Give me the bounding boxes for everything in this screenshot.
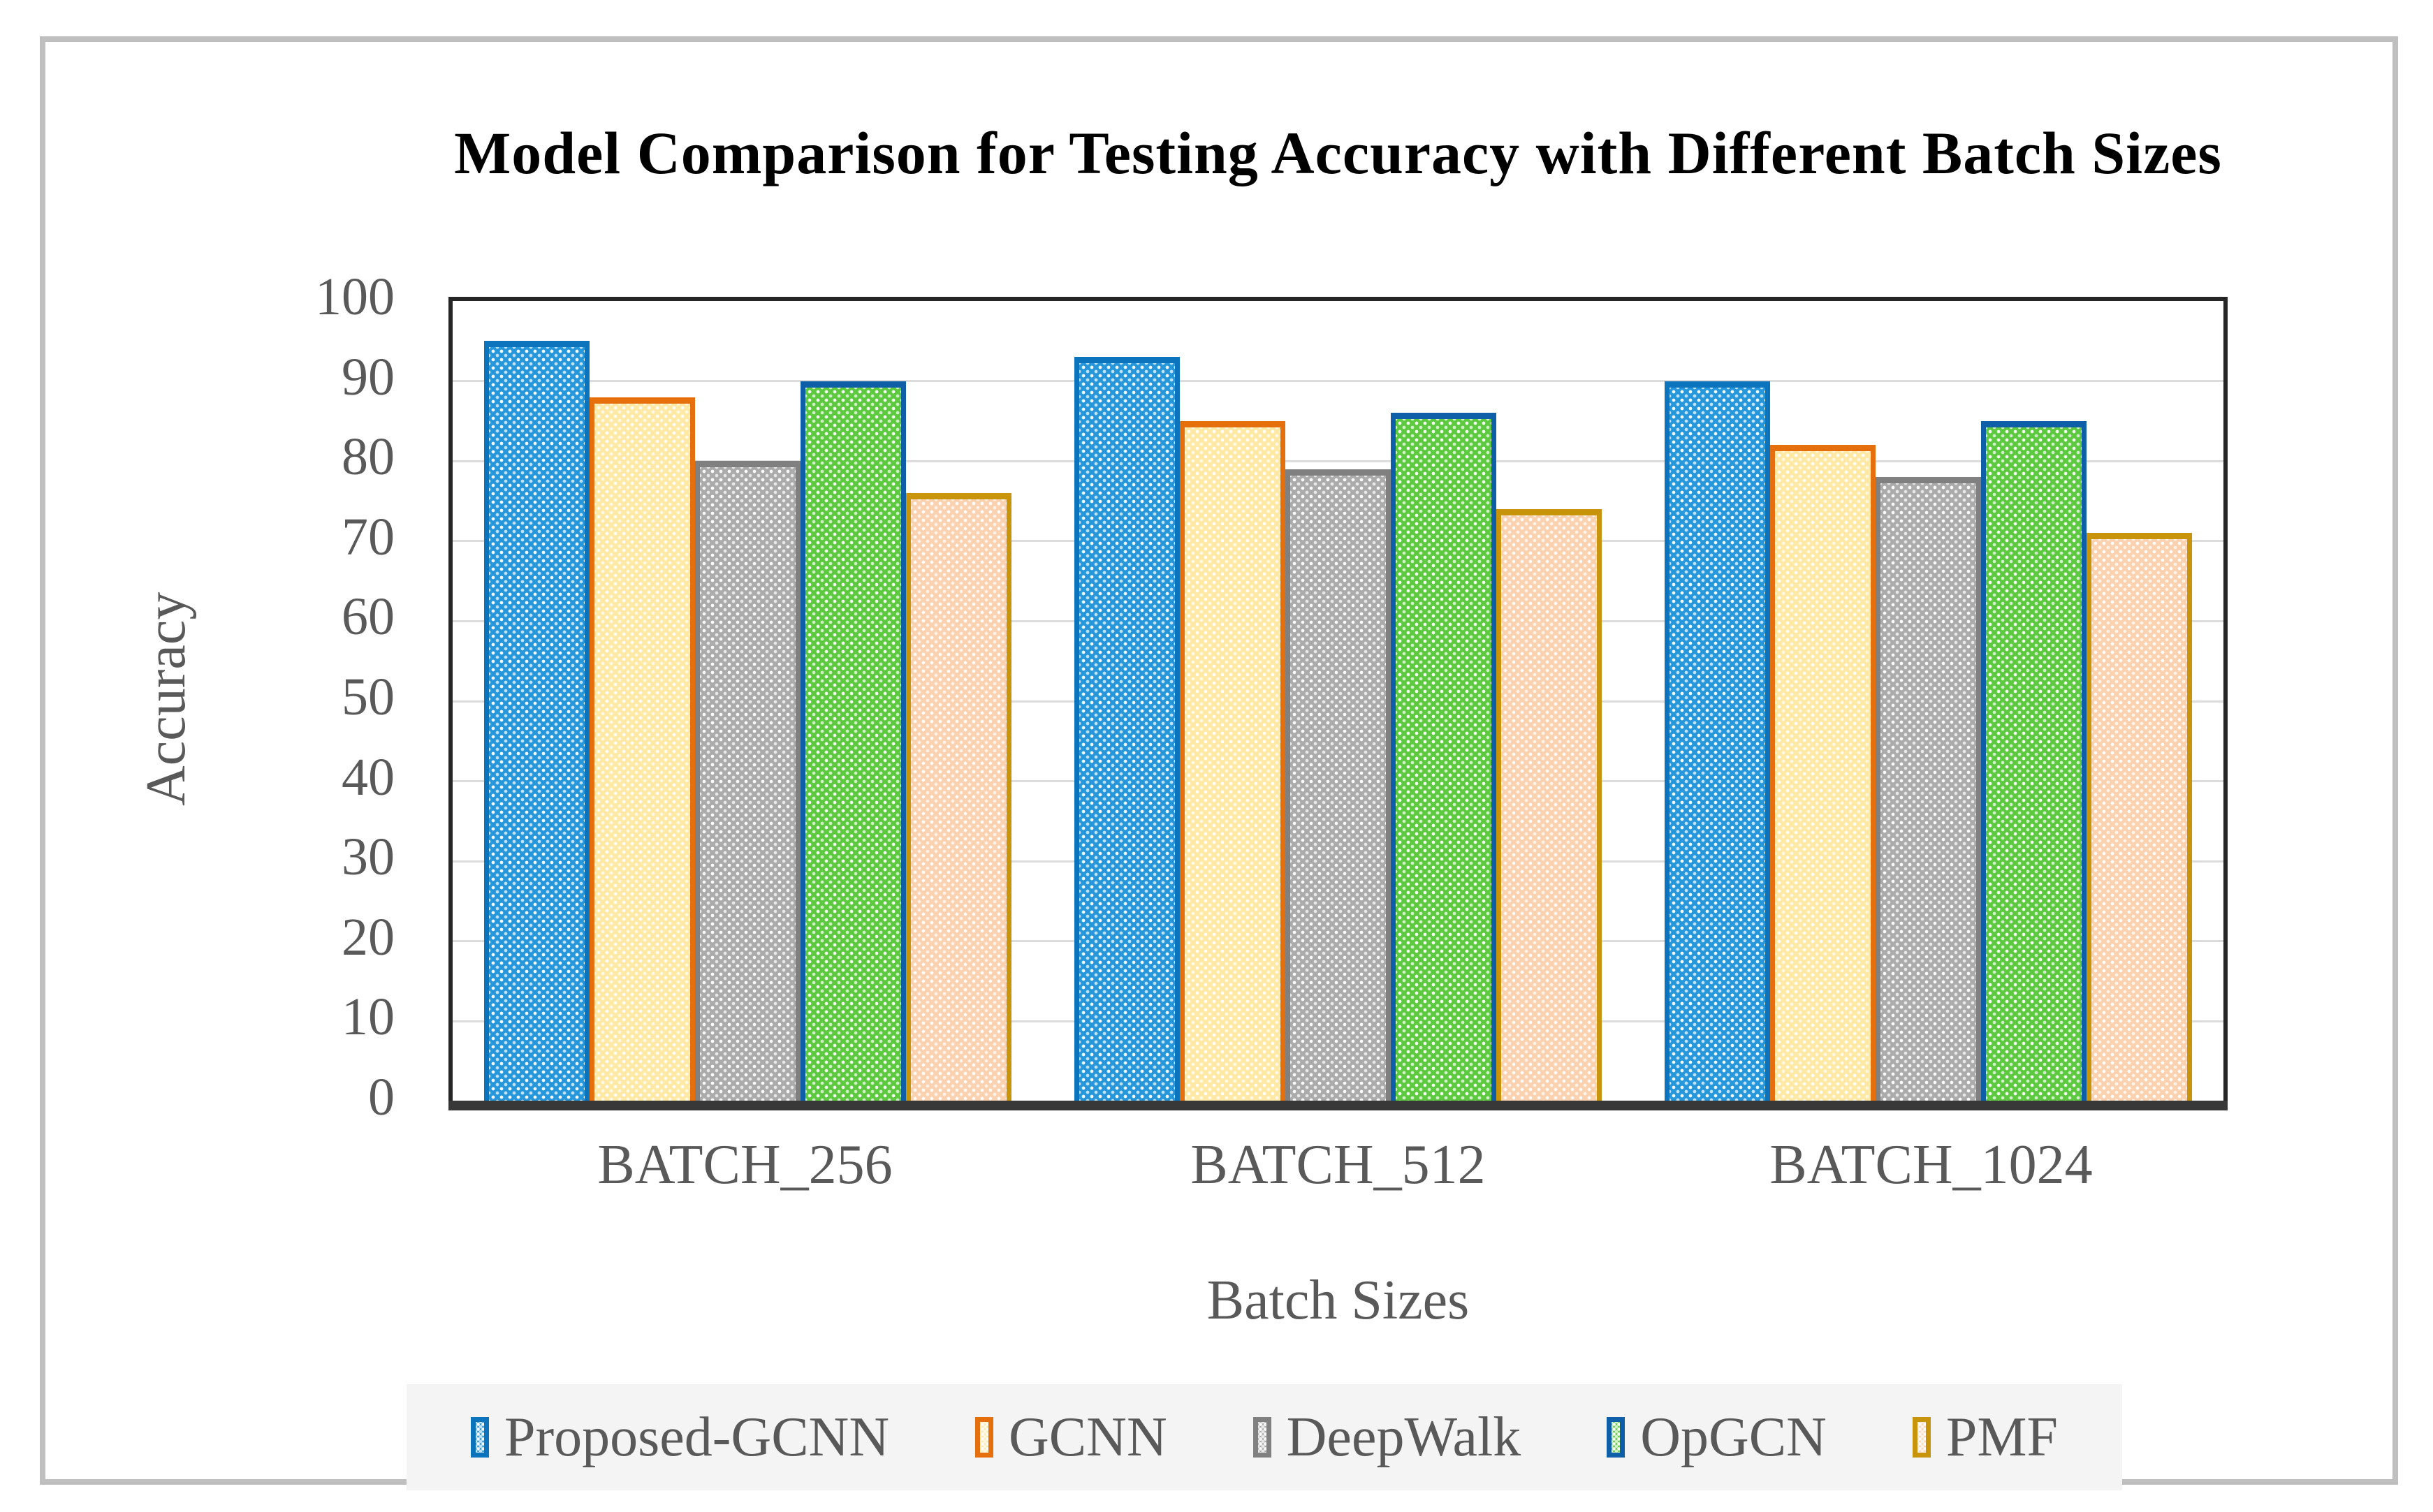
bar-groups <box>453 301 2223 1101</box>
legend-item-gcnn: GCNN <box>975 1409 1167 1465</box>
y-tick-label-10: 10 <box>342 988 395 1047</box>
x-axis-title: Batch Sizes <box>1206 1270 1470 1331</box>
legend-label-opgcn: OpGCN <box>1640 1407 1827 1468</box>
bar-deepwalk-batch-256 <box>695 461 801 1101</box>
gridline-90 <box>453 380 2223 383</box>
legend: Proposed-GCNN GCNN DeepWalk OpGCN PMF <box>407 1384 2122 1490</box>
y-tick-label-50: 50 <box>342 668 395 726</box>
y-tick-label-40: 40 <box>342 747 395 807</box>
bar-gcnn-batch-1024 <box>1770 445 1876 1101</box>
bar-group-batch-512 <box>1043 301 1633 1101</box>
bar-gcnn-batch-512 <box>1180 420 1285 1101</box>
y-axis-ticks: 0 10 20 30 40 50 60 70 80 90 100 <box>59 267 395 1126</box>
legend-item-deepwalk: DeepWalk <box>1252 1407 1521 1468</box>
plot-area <box>448 297 2228 1110</box>
bar-deepwalk-batch-1024 <box>1876 477 1981 1101</box>
bar-gcnn-batch-256 <box>590 397 695 1101</box>
y-tick-label-60: 60 <box>342 587 395 647</box>
legend-label-gcnn: GCNN <box>1009 1407 1167 1468</box>
legend-swatch-opgcn <box>1607 1417 1625 1458</box>
y-tick-label-20: 20 <box>342 907 395 967</box>
y-tick-label-100: 100 <box>315 267 395 326</box>
legend-swatch-pmf <box>1912 1417 1931 1458</box>
legend-item-pmf: PMF <box>1912 1407 2058 1468</box>
bar-proposed-gcnn-batch-1024 <box>1665 381 1770 1101</box>
legend-label-deepwalk: DeepWalk <box>1286 1407 1521 1468</box>
bar-proposed-gcnn-batch-256 <box>484 341 590 1101</box>
figure-frame: Model Comparison for Testing Accuracy wi… <box>40 36 2398 1490</box>
bar-opgcn-batch-1024 <box>1981 420 2087 1101</box>
y-tick-label-70: 70 <box>342 507 395 566</box>
bar-opgcn-batch-512 <box>1391 413 1496 1101</box>
bar-pmf-batch-1024 <box>2087 533 2192 1101</box>
bar-deepwalk-batch-512 <box>1285 469 1391 1101</box>
y-tick-label-80: 80 <box>342 427 395 487</box>
bar-pmf-batch-256 <box>906 493 1011 1101</box>
x-axis-category-labels: BATCH_256 BATCH_512 BATCH_1024 <box>448 1130 2228 1200</box>
legend-swatch-deepwalk <box>1252 1417 1271 1458</box>
y-tick-label-30: 30 <box>342 828 395 887</box>
bar-pmf-batch-512 <box>1496 508 1602 1101</box>
y-tick-label-0: 0 <box>368 1068 395 1126</box>
legend-label-proposed-gcnn: Proposed-GCNN <box>504 1407 890 1468</box>
legend-label-pmf: PMF <box>1945 1407 2058 1468</box>
legend-swatch-proposed-gcnn <box>471 1417 489 1458</box>
gridline-80 <box>453 460 2223 462</box>
chart-title: Model Comparison for Testing Accuracy wi… <box>454 119 2222 186</box>
bar-proposed-gcnn-batch-512 <box>1074 357 1180 1101</box>
bar-opgcn-batch-256 <box>801 381 906 1101</box>
x-category-label-batch-256: BATCH_256 <box>597 1134 893 1196</box>
legend-item-proposed-gcnn: Proposed-GCNN <box>471 1409 889 1465</box>
bar-group-batch-1024 <box>1633 301 2223 1101</box>
x-category-label-batch-512: BATCH_512 <box>1190 1134 1486 1196</box>
bar-group-batch-256 <box>453 301 1043 1101</box>
x-axis-line <box>448 1101 2228 1110</box>
x-category-label-batch-1024: BATCH_1024 <box>1769 1134 2093 1196</box>
legend-item-opgcn: OpGCN <box>1607 1409 1827 1465</box>
y-tick-label-90: 90 <box>342 347 395 406</box>
legend-swatch-gcnn <box>975 1417 994 1458</box>
